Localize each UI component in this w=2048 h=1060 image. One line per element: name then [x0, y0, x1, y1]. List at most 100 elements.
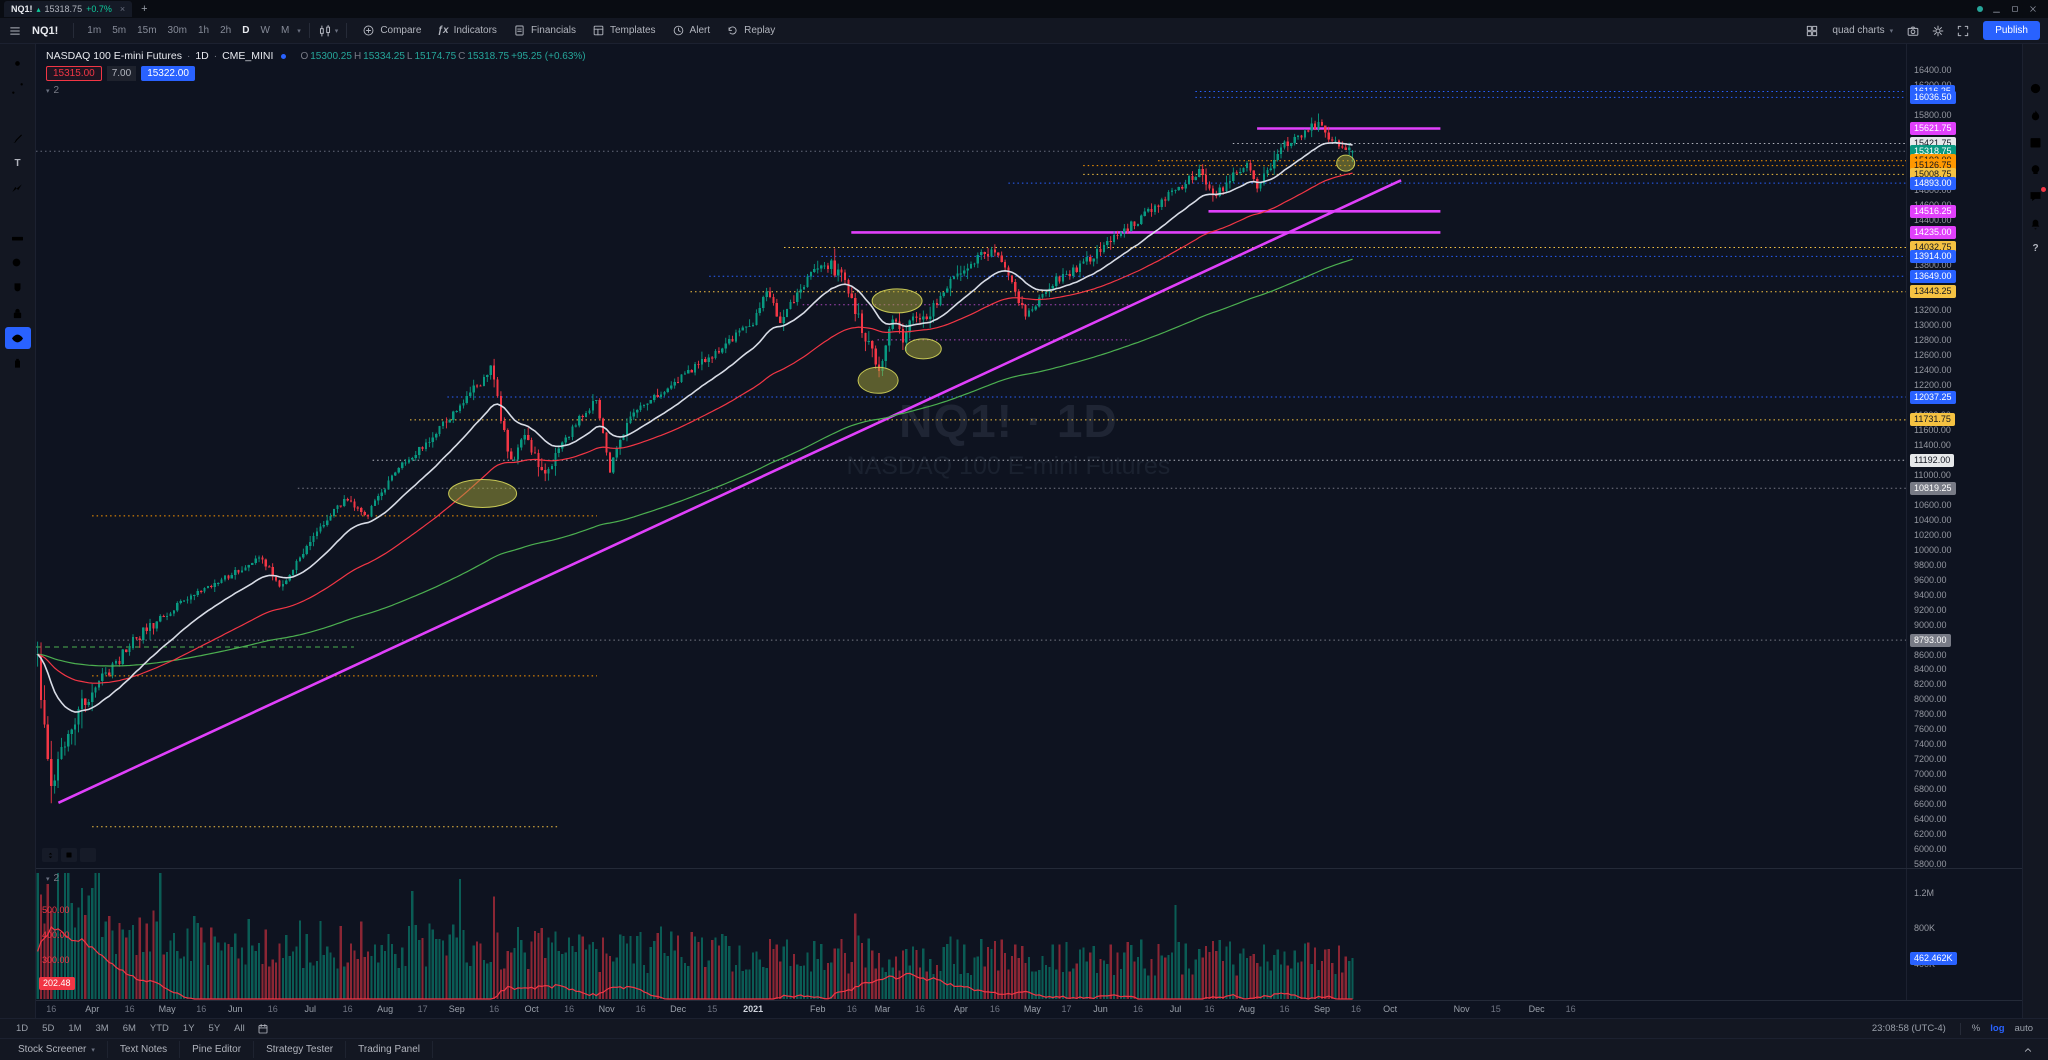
chart-tab[interactable]: NQ1! ▴ 15318.75 +0.7% × [4, 1, 133, 17]
alerts-icon[interactable] [2028, 81, 2043, 99]
time-axis-label: 16 [342, 1004, 353, 1014]
legend-interval[interactable]: 1D [195, 50, 209, 62]
range-button-6m[interactable]: 6M [117, 1021, 142, 1036]
trend-line-icon[interactable] [5, 77, 31, 99]
spread-value: 7.00 [106, 66, 137, 81]
tab-stock-screener[interactable]: Stock Screener ▾ [6, 1041, 108, 1058]
interval-group: 1m 5m 15m 30m 1h 2h D W M [82, 22, 294, 39]
trash-icon[interactable] [5, 352, 31, 374]
forecast-icon[interactable] [5, 202, 31, 224]
volume-axis[interactable]: 1.2M800K400K462.462K [1906, 869, 2020, 1000]
price-chart-area[interactable]: NQ1! · 1D NASDAQ 100 E-mini Futures NASD… [36, 44, 1906, 868]
sell-price-button[interactable]: 15315.00 [46, 66, 102, 81]
volume-indicators-collapse[interactable]: ▾ 2 [46, 873, 59, 884]
ideas-icon[interactable] [2028, 162, 2043, 180]
interval-button-30m[interactable]: 30m [163, 22, 192, 39]
scale-buttons: % log auto [1967, 1021, 2038, 1036]
volume-chart[interactable] [36, 869, 1906, 1000]
chat-icon[interactable] [2028, 187, 2046, 207]
watchlist-icon[interactable] [2028, 54, 2043, 72]
chevron-down-icon[interactable]: ▾ [297, 26, 301, 35]
range-button-5y[interactable]: 5Y [203, 1021, 227, 1036]
time-axis[interactable]: 16 Apr 16 May 16 Jun 16 Jul 16 Aug 17 Sep 16 Oct 16 Nov… [36, 1000, 2022, 1018]
publish-button[interactable]: Publish [1983, 21, 2040, 40]
magnet-icon[interactable] [5, 277, 31, 299]
ruler-icon[interactable] [5, 227, 31, 249]
eye-icon[interactable] [4, 327, 31, 349]
close-window-icon[interactable] [2028, 4, 2038, 14]
calendar-icon[interactable] [2028, 135, 2043, 153]
interval-button-5m[interactable]: 5m [107, 22, 131, 39]
chart-type-icon[interactable] [318, 24, 332, 38]
fib-retracement-icon[interactable] [5, 102, 31, 124]
interval-button-2h[interactable]: 2h [215, 22, 236, 39]
tab-trading-panel[interactable]: Trading Panel [346, 1041, 434, 1058]
price-level-label: 16036.50 [1910, 90, 1956, 104]
interval-button-M[interactable]: M [276, 22, 294, 39]
close-tab-icon[interactable]: × [119, 4, 126, 14]
notifications-icon[interactable] [2028, 216, 2043, 234]
range-button-ytd[interactable]: YTD [144, 1021, 175, 1036]
indicators-label: Indicators [453, 25, 497, 36]
legend-symbol-title[interactable]: NASDAQ 100 E-mini Futures [46, 50, 182, 62]
close-pane-icon[interactable] [80, 848, 96, 862]
replay-label: Replay [744, 25, 776, 36]
calendar-icon[interactable] [257, 1023, 269, 1035]
indicators-collapse[interactable]: ▾ 2 [46, 85, 586, 96]
range-button-5d[interactable]: 5D [36, 1021, 60, 1036]
range-button-1d[interactable]: 1D [10, 1021, 34, 1036]
zoom-icon[interactable] [5, 252, 31, 274]
financials-button[interactable]: Financials [506, 21, 583, 40]
lock-icon[interactable] [5, 302, 31, 324]
scale-button-auto[interactable]: auto [2010, 1021, 2039, 1036]
help-icon[interactable]: ? [2032, 243, 2039, 254]
interval-button-W[interactable]: W [255, 22, 274, 39]
move-pane-icon[interactable] [42, 848, 58, 862]
interval-button-1h[interactable]: 1h [193, 22, 214, 39]
menu-icon[interactable] [8, 24, 22, 38]
symbol-button[interactable]: NQ1! [25, 23, 65, 39]
scale-button-%[interactable]: % [1967, 1021, 1985, 1036]
replay-button[interactable]: Replay [719, 21, 782, 40]
maximize-pane-icon[interactable] [61, 848, 77, 862]
new-tab-button[interactable]: + [141, 3, 148, 15]
panel-chevron-up-icon[interactable] [2022, 1044, 2034, 1056]
candlestick-chart[interactable] [36, 44, 1906, 868]
buy-price-button[interactable]: 15322.00 [141, 66, 195, 81]
crosshair-icon[interactable] [5, 52, 31, 74]
minimize-icon[interactable] [1991, 4, 2002, 15]
range-button-3m[interactable]: 3M [90, 1021, 115, 1036]
price-axis[interactable]: 16400.0016200.0016000.0015800.0015600.00… [1906, 44, 2020, 869]
pattern-icon[interactable] [5, 177, 31, 199]
price-level-label: 11731.75 [1910, 413, 1955, 427]
volume-chart-area[interactable]: ▾ 2 500.00 400.00 300.00 202.48 [36, 869, 1906, 1000]
compare-button[interactable]: Compare [355, 21, 428, 40]
scale-button-log[interactable]: log [1985, 1021, 2009, 1036]
layout-select[interactable]: quad charts ▾ [1826, 23, 1899, 38]
camera-icon[interactable] [1902, 22, 1924, 40]
range-button-1m[interactable]: 1M [62, 1021, 87, 1036]
templates-button[interactable]: Templates [585, 21, 663, 40]
tab-pine-editor[interactable]: Pine Editor [180, 1041, 255, 1058]
hotlists-icon[interactable] [2028, 108, 2043, 126]
maximize-icon[interactable] [2010, 4, 2020, 14]
text-icon[interactable]: T [14, 157, 21, 169]
tab-strategy-tester[interactable]: Strategy Tester [254, 1041, 347, 1058]
time-axis-label: May [158, 1004, 176, 1014]
interval-button-D[interactable]: D [237, 22, 254, 39]
settings-gear-icon[interactable] [1927, 22, 1949, 40]
time-axis-label: 15 [707, 1004, 718, 1014]
chevron-down-icon[interactable]: ▾ [334, 26, 339, 35]
range-button-all[interactable]: All [228, 1021, 251, 1036]
layout-grid-icon[interactable] [1801, 22, 1823, 40]
interval-button-1m[interactable]: 1m [82, 22, 106, 39]
alert-button[interactable]: Alert [665, 21, 718, 40]
fullscreen-icon[interactable] [1952, 22, 1974, 40]
clock[interactable]: 23:08:58 (UTC-4) [1871, 1023, 1946, 1034]
interval-button-15m[interactable]: 15m [132, 22, 161, 39]
range-button-1y[interactable]: 1Y [177, 1021, 201, 1036]
tab-text-notes[interactable]: Text Notes [108, 1041, 181, 1058]
brush-icon[interactable] [5, 127, 31, 149]
indicators-button[interactable]: ƒx Indicators [430, 22, 503, 39]
price-tick-label: 12800.00 [1914, 334, 1952, 345]
